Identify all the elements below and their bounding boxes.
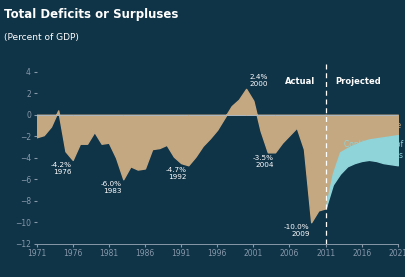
Text: CBO's Baseline: CBO's Baseline: [343, 121, 400, 130]
Text: -4.7%
1992: -4.7% 1992: [166, 167, 186, 180]
Text: -3.5%
2004: -3.5% 2004: [252, 155, 273, 168]
Text: Continuation of
Certain Policies: Continuation of Certain Policies: [343, 140, 402, 160]
Text: Projected: Projected: [335, 77, 380, 86]
Text: -4.2%
1976: -4.2% 1976: [50, 162, 71, 175]
Text: (Percent of GDP): (Percent of GDP): [4, 33, 79, 42]
Text: -6.0%
1983: -6.0% 1983: [100, 181, 122, 194]
Text: Total Deficits or Surpluses: Total Deficits or Surpluses: [4, 8, 178, 21]
Text: -10.0%
2009: -10.0% 2009: [284, 224, 309, 237]
Text: 2.4%
2000: 2.4% 2000: [248, 74, 267, 87]
Text: Actual: Actual: [284, 77, 315, 86]
